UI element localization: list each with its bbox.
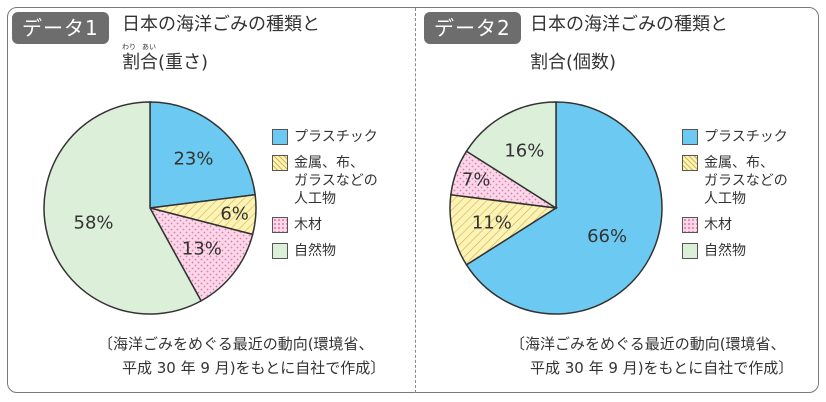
data1-source-line1: 〔海洋ごみをめぐる最近の動向(環境省、 xyxy=(98,335,374,353)
legend-label-artificial: 金属、布、 ガラスなどの 人工物 xyxy=(294,155,378,207)
legend-item-wood: 木材 xyxy=(272,216,378,234)
data2-source-line1: 〔海洋ごみをめぐる最近の動向(環境省、 xyxy=(510,335,786,353)
data1-title-line2: 割合(重さ) xyxy=(122,52,209,73)
legend-item-artificial: 金属、布、 ガラスなどの 人工物 xyxy=(272,154,378,208)
data1-pie-chart: 23% 6% 13% 58% xyxy=(43,101,257,315)
data1-source-line2: 平成 30 年 9 月)をもとに自社で作成〕 xyxy=(122,359,386,377)
data1-ruby-wari: わり xyxy=(122,43,136,51)
outer-frame xyxy=(7,7,819,393)
data2-source-line2: 平成 30 年 9 月)をもとに自社で作成〕 xyxy=(530,359,794,377)
data1-legend: プラスチック金属、布、 ガラスなどの 人工物木材自然物 xyxy=(272,128,378,268)
legend-label-plastic: プラスチック xyxy=(704,129,788,145)
panel-data2: データ2 日本の海洋ごみの種類と 割合(個数) 66% 11% 7% 16% プラスチ… xyxy=(412,0,822,402)
pie-label-plastic: 66% xyxy=(587,226,627,247)
legend-label-natural: 自然物 xyxy=(704,243,746,259)
pie-slice-plastic xyxy=(149,101,257,209)
pie-slice-plastic xyxy=(465,101,663,315)
legend-label-artificial: 金属、布、 ガラスなどの 人工物 xyxy=(704,155,788,207)
legend-swatch-wood xyxy=(682,217,698,233)
pie-label-natural: 58% xyxy=(74,212,114,233)
legend-swatch-plastic xyxy=(272,129,288,145)
legend-swatch-artificial xyxy=(682,155,698,171)
legend-swatch-plastic xyxy=(682,129,698,145)
legend-label-wood: 木材 xyxy=(704,217,732,233)
data1-tag: データ1 xyxy=(12,12,109,44)
panel-divider xyxy=(415,8,416,393)
pie-label-wood: 7% xyxy=(462,169,491,190)
data1-title-line1: 日本の海洋ごみの種類と xyxy=(122,14,320,35)
legend-swatch-natural xyxy=(682,243,698,259)
legend-label-plastic: プラスチック xyxy=(294,129,378,145)
pie-label-natural: 16% xyxy=(504,140,544,161)
data2-title-line2: 割合(個数) xyxy=(530,52,617,73)
data2-title-line1: 日本の海洋ごみの種類と xyxy=(530,14,728,35)
legend-item-plastic: プラスチック xyxy=(272,128,378,146)
legend-swatch-wood xyxy=(272,217,288,233)
legend-item-natural: 自然物 xyxy=(272,242,378,260)
legend-item-artificial: 金属、布、 ガラスなどの 人工物 xyxy=(682,154,788,208)
pie-label-artificial: 6% xyxy=(220,203,249,224)
data2-pie-chart: 66% 11% 7% 16% xyxy=(449,101,663,315)
data1-ruby-ai: あい xyxy=(142,43,156,51)
pie-label-wood: 13% xyxy=(182,238,222,259)
pie-slice-wood xyxy=(148,206,254,302)
legend-item-natural: 自然物 xyxy=(682,242,788,260)
legend-item-wood: 木材 xyxy=(682,216,788,234)
panel-data1: データ1 日本の海洋ごみの種類と わり あい 割合(重さ) 23% 6% 13% 58… xyxy=(0,0,410,402)
pie-slice-artificial xyxy=(449,193,559,266)
pie-label-artificial: 11% xyxy=(472,212,512,233)
legend-swatch-natural xyxy=(272,243,288,259)
legend-item-plastic: プラスチック xyxy=(682,128,788,146)
legend-swatch-artificial xyxy=(272,155,288,171)
data2-tag: データ2 xyxy=(424,12,521,44)
legend-label-natural: 自然物 xyxy=(294,243,336,259)
legend-label-wood: 木材 xyxy=(294,217,322,233)
data2-legend: プラスチック金属、布、 ガラスなどの 人工物木材自然物 xyxy=(682,128,788,268)
pie-slice-natural xyxy=(465,101,557,210)
pie-slice-natural xyxy=(43,101,203,315)
pie-label-plastic: 23% xyxy=(173,149,213,170)
